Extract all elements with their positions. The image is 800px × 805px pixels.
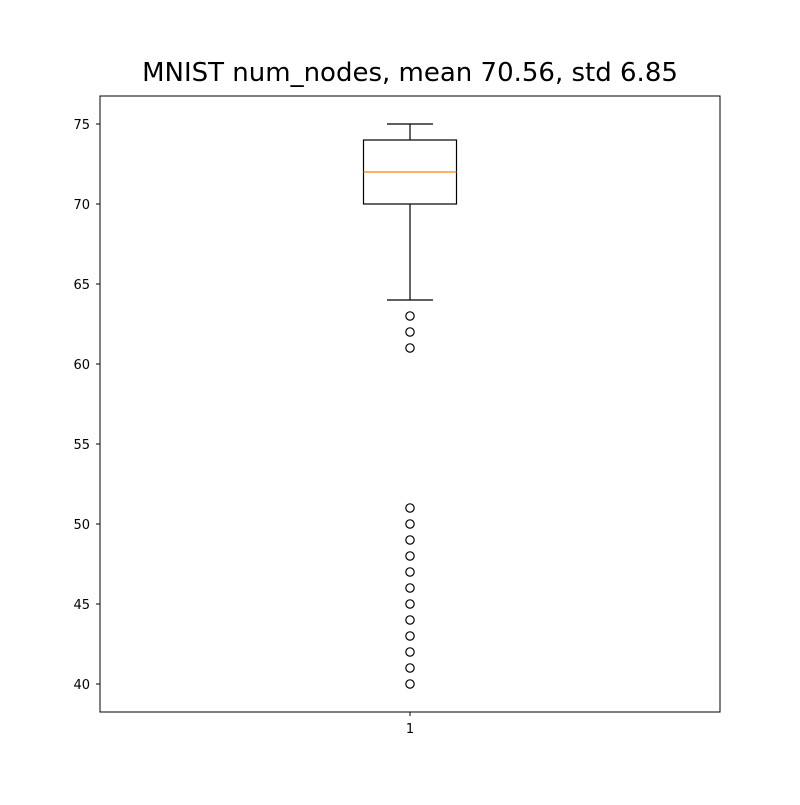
y-tick-label: 70 — [73, 198, 90, 213]
y-tick-label: 55 — [73, 438, 90, 453]
x-tick-label: 1 — [406, 722, 414, 737]
outlier-point — [405, 343, 415, 353]
y-tick-label: 45 — [73, 598, 90, 613]
outlier-point — [405, 615, 415, 625]
outlier-point — [405, 663, 415, 673]
outlier-point — [405, 503, 415, 513]
outlier-point — [405, 583, 415, 593]
y-tick-label: 40 — [73, 678, 90, 693]
outlier-point — [405, 535, 415, 545]
outlier-point — [405, 327, 415, 337]
outlier-point — [405, 631, 415, 641]
outlier-point — [405, 311, 415, 321]
chart-title: MNIST num_nodes, mean 70.56, std 6.85 — [142, 58, 678, 88]
outlier-point — [405, 519, 415, 529]
axes-frame — [99, 95, 721, 713]
y-tick-label: 75 — [73, 118, 90, 133]
box-plot-1 — [362, 123, 458, 689]
outlier-point — [405, 551, 415, 561]
y-tick-label: 65 — [73, 278, 90, 293]
y-tick-label: 60 — [73, 358, 90, 373]
y-tick-label: 50 — [73, 518, 90, 533]
outlier-point — [405, 599, 415, 609]
outlier-point — [405, 679, 415, 689]
outlier-point — [405, 567, 415, 577]
outlier-point — [405, 647, 415, 657]
